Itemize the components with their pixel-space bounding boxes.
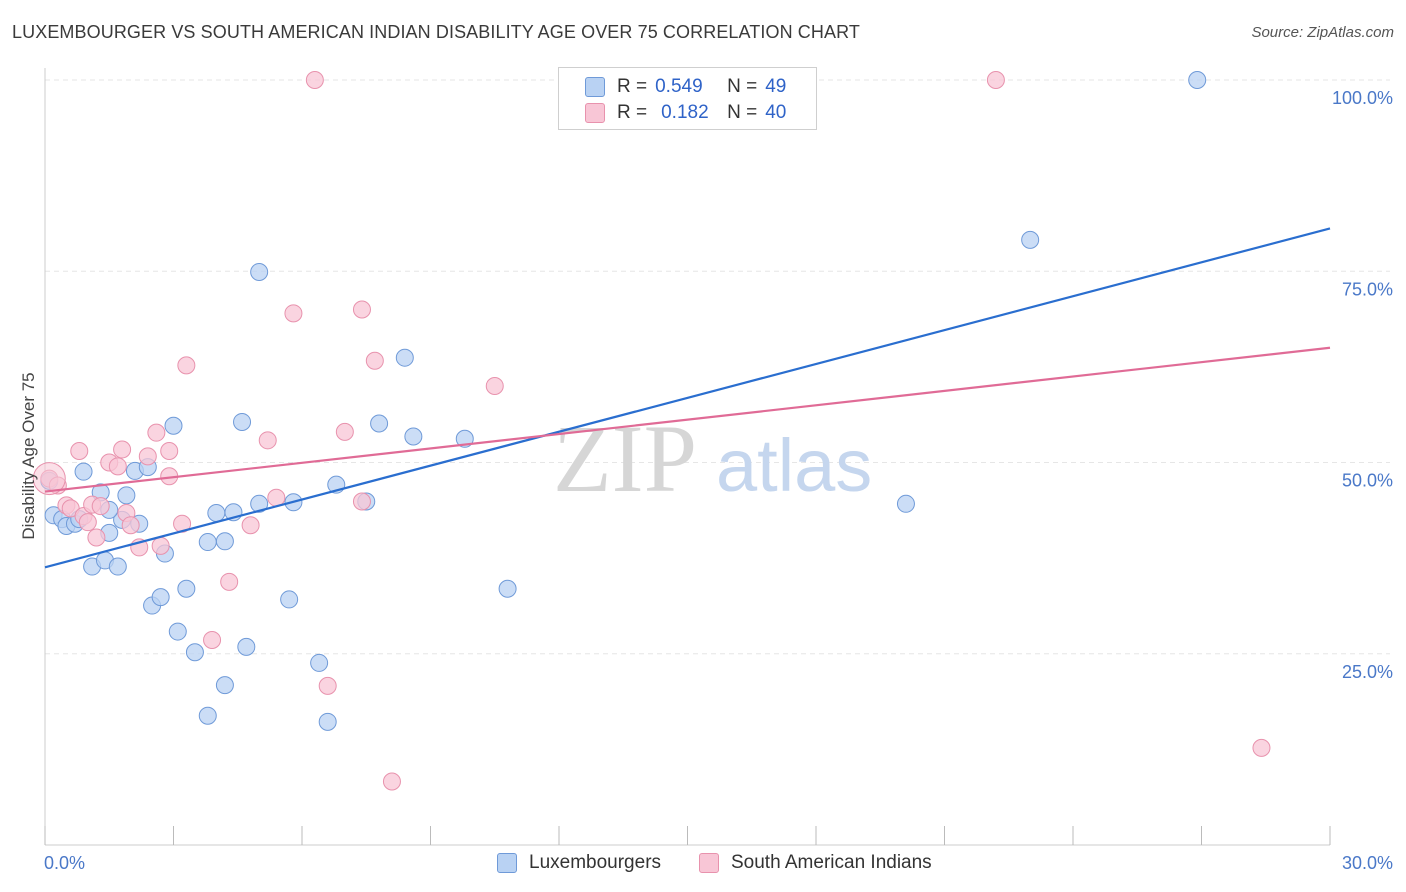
data-point-luxembourgers xyxy=(250,494,269,513)
data-point-luxembourgers xyxy=(108,557,127,576)
data-point-south-american-indians-large xyxy=(32,462,66,496)
tick-labels: 25.0% 50.0% 75.0% 100.0% 0.0% 30.0% xyxy=(44,88,1393,873)
data-point-south-american-indians xyxy=(318,676,337,695)
data-point-south-american-indians xyxy=(335,422,354,441)
data-point-luxembourgers xyxy=(215,532,234,551)
data-point-south-american-indians xyxy=(121,516,140,535)
data-point-south-american-indians xyxy=(91,497,110,516)
data-point-south-american-indians xyxy=(151,536,170,555)
data-point-south-american-indians xyxy=(160,442,179,461)
axes xyxy=(44,68,1331,846)
data-point-south-american-indians xyxy=(220,572,239,591)
data-point-south-american-indians xyxy=(305,71,324,89)
data-point-luxembourgers xyxy=(177,579,196,598)
legend-swatch-pink xyxy=(585,103,605,123)
source-label: Source: ZipAtlas.com xyxy=(1251,24,1394,41)
data-point-luxembourgers xyxy=(207,503,226,522)
legend-item-luxembourgers: Luxembourgers xyxy=(497,852,661,874)
data-point-south-american-indians xyxy=(258,431,277,450)
south-american-indians-points xyxy=(32,71,1271,791)
data-point-south-american-indians xyxy=(78,513,97,532)
watermark-atlas: atlas xyxy=(716,424,872,507)
data-point-luxembourgers xyxy=(198,533,217,552)
legend-swatch-blue xyxy=(497,853,517,873)
y-tick-label: 25.0% xyxy=(1342,662,1393,682)
y-tick-label: 100.0% xyxy=(1332,88,1393,108)
data-point-luxembourgers xyxy=(896,494,915,513)
legend-n-label: N = xyxy=(727,102,758,123)
data-point-south-american-indians xyxy=(138,447,157,466)
data-point-luxembourgers xyxy=(250,263,269,282)
y-axis-label: Disability Age Over 75 xyxy=(19,372,38,539)
data-point-luxembourgers xyxy=(117,486,136,505)
legend-row-south-american-indians: R = 0.182 N = 40 xyxy=(585,101,786,125)
data-point-luxembourgers xyxy=(215,676,234,695)
data-point-luxembourgers xyxy=(151,588,170,607)
data-point-south-american-indians xyxy=(485,377,504,395)
data-point-luxembourgers xyxy=(1188,71,1207,89)
data-point-luxembourgers xyxy=(498,579,517,598)
legend-n-value: 49 xyxy=(765,76,787,97)
watermark: ZIP atlas xyxy=(553,405,872,512)
data-point-south-american-indians xyxy=(352,300,371,319)
grid-lines xyxy=(45,79,1390,655)
data-point-south-american-indians xyxy=(87,528,106,547)
y-tick-label: 50.0% xyxy=(1342,471,1393,491)
luxembourgers-points xyxy=(40,71,1207,731)
data-point-south-american-indians xyxy=(284,304,303,323)
data-point-south-american-indians xyxy=(365,351,384,370)
correlation-legend: R = 0.549 N = 49 R = 0.182 N = 40 xyxy=(558,67,817,130)
legend-label: South American Indians xyxy=(731,852,932,873)
data-point-luxembourgers xyxy=(1021,230,1040,249)
data-point-south-american-indians xyxy=(352,492,371,511)
data-point-luxembourgers xyxy=(168,622,187,641)
data-point-south-american-indians xyxy=(1252,738,1271,757)
data-point-luxembourgers xyxy=(237,637,256,656)
legend-label: Luxembourgers xyxy=(529,852,662,873)
data-point-south-american-indians xyxy=(203,630,222,649)
data-point-luxembourgers xyxy=(404,427,423,446)
data-point-south-american-indians xyxy=(113,440,132,459)
y-tick-label: 75.0% xyxy=(1342,279,1393,299)
legend-item-south-american-indians: South American Indians xyxy=(699,852,932,874)
legend-r-value: 0.182 xyxy=(661,102,709,123)
data-point-south-american-indians xyxy=(70,442,89,461)
data-point-south-american-indians xyxy=(241,516,260,535)
data-point-luxembourgers xyxy=(318,712,337,731)
legend-swatch-pink xyxy=(699,853,719,873)
legend-r-label: R = xyxy=(617,102,648,123)
legend-r-label: R = xyxy=(617,76,648,97)
x-tick-label: 0.0% xyxy=(44,853,85,873)
data-point-south-american-indians xyxy=(382,772,401,791)
legend-row-luxembourgers: R = 0.549 N = 49 xyxy=(585,75,786,99)
data-point-luxembourgers xyxy=(233,412,252,431)
watermark-zip: ZIP xyxy=(553,405,697,512)
data-point-south-american-indians xyxy=(177,356,196,375)
data-point-luxembourgers xyxy=(164,416,183,435)
data-point-luxembourgers xyxy=(74,462,93,481)
data-point-south-american-indians xyxy=(147,423,166,442)
legend-n-label: N = xyxy=(727,76,758,97)
trend-lines xyxy=(44,227,1331,569)
data-point-south-american-indians xyxy=(108,457,127,476)
legend-r-value: 0.549 xyxy=(655,76,703,97)
legend-swatch-blue xyxy=(585,77,605,97)
chart-title: LUXEMBOURGER VS SOUTH AMERICAN INDIAN DI… xyxy=(12,22,860,42)
legend-n-value: 40 xyxy=(765,102,787,123)
x-tick-label: 30.0% xyxy=(1342,853,1393,873)
data-point-luxembourgers xyxy=(395,348,414,367)
data-point-luxembourgers xyxy=(370,414,389,433)
data-point-luxembourgers xyxy=(198,706,217,725)
data-point-luxembourgers xyxy=(185,643,204,662)
data-point-luxembourgers xyxy=(310,653,329,672)
data-point-south-american-indians xyxy=(986,71,1005,89)
series-legend: Luxembourgers South American Indians xyxy=(0,852,1406,878)
data-point-luxembourgers xyxy=(280,590,299,609)
trend-line-south-american-indians xyxy=(44,346,1331,493)
trend-line-luxembourgers xyxy=(44,227,1331,569)
